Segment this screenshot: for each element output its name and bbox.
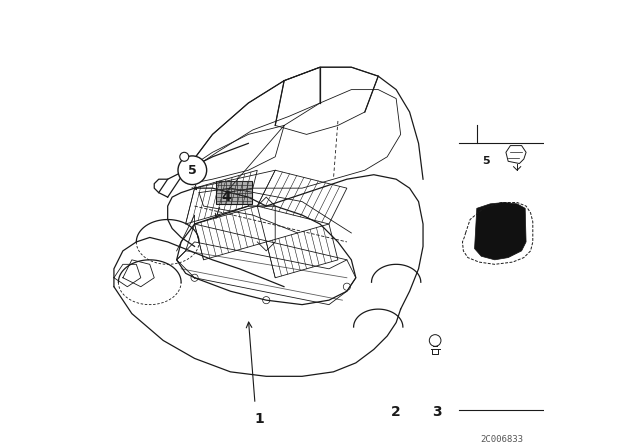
- Circle shape: [178, 156, 207, 185]
- Polygon shape: [475, 202, 526, 260]
- Bar: [216, 181, 252, 204]
- Text: 2: 2: [391, 405, 401, 419]
- Text: 5: 5: [188, 164, 196, 177]
- Text: 3: 3: [431, 405, 442, 419]
- Text: 4: 4: [221, 190, 231, 204]
- Text: 2C006833: 2C006833: [480, 435, 523, 444]
- Text: 5: 5: [482, 156, 490, 166]
- Circle shape: [180, 152, 189, 161]
- Text: 1: 1: [255, 412, 264, 426]
